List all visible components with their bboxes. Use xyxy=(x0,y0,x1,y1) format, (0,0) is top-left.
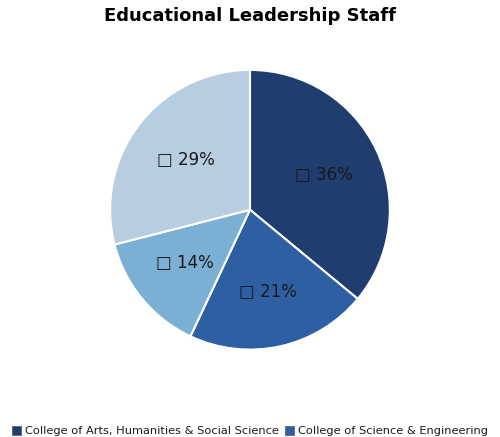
Wedge shape xyxy=(250,70,390,299)
Text: □ 29%: □ 29% xyxy=(157,151,215,169)
Legend: College of Arts, Humanities & Social Science, College of Medicine & Veterinary M: College of Arts, Humanities & Social Sci… xyxy=(7,421,493,437)
Wedge shape xyxy=(114,210,250,336)
Text: □ 21%: □ 21% xyxy=(240,283,297,301)
Title: Distribution of
Educational Leadership Staff: Distribution of Educational Leadership S… xyxy=(104,0,396,25)
Text: □ 36%: □ 36% xyxy=(294,166,352,184)
Wedge shape xyxy=(190,210,358,350)
Wedge shape xyxy=(110,70,250,245)
Text: □ 14%: □ 14% xyxy=(156,254,214,272)
